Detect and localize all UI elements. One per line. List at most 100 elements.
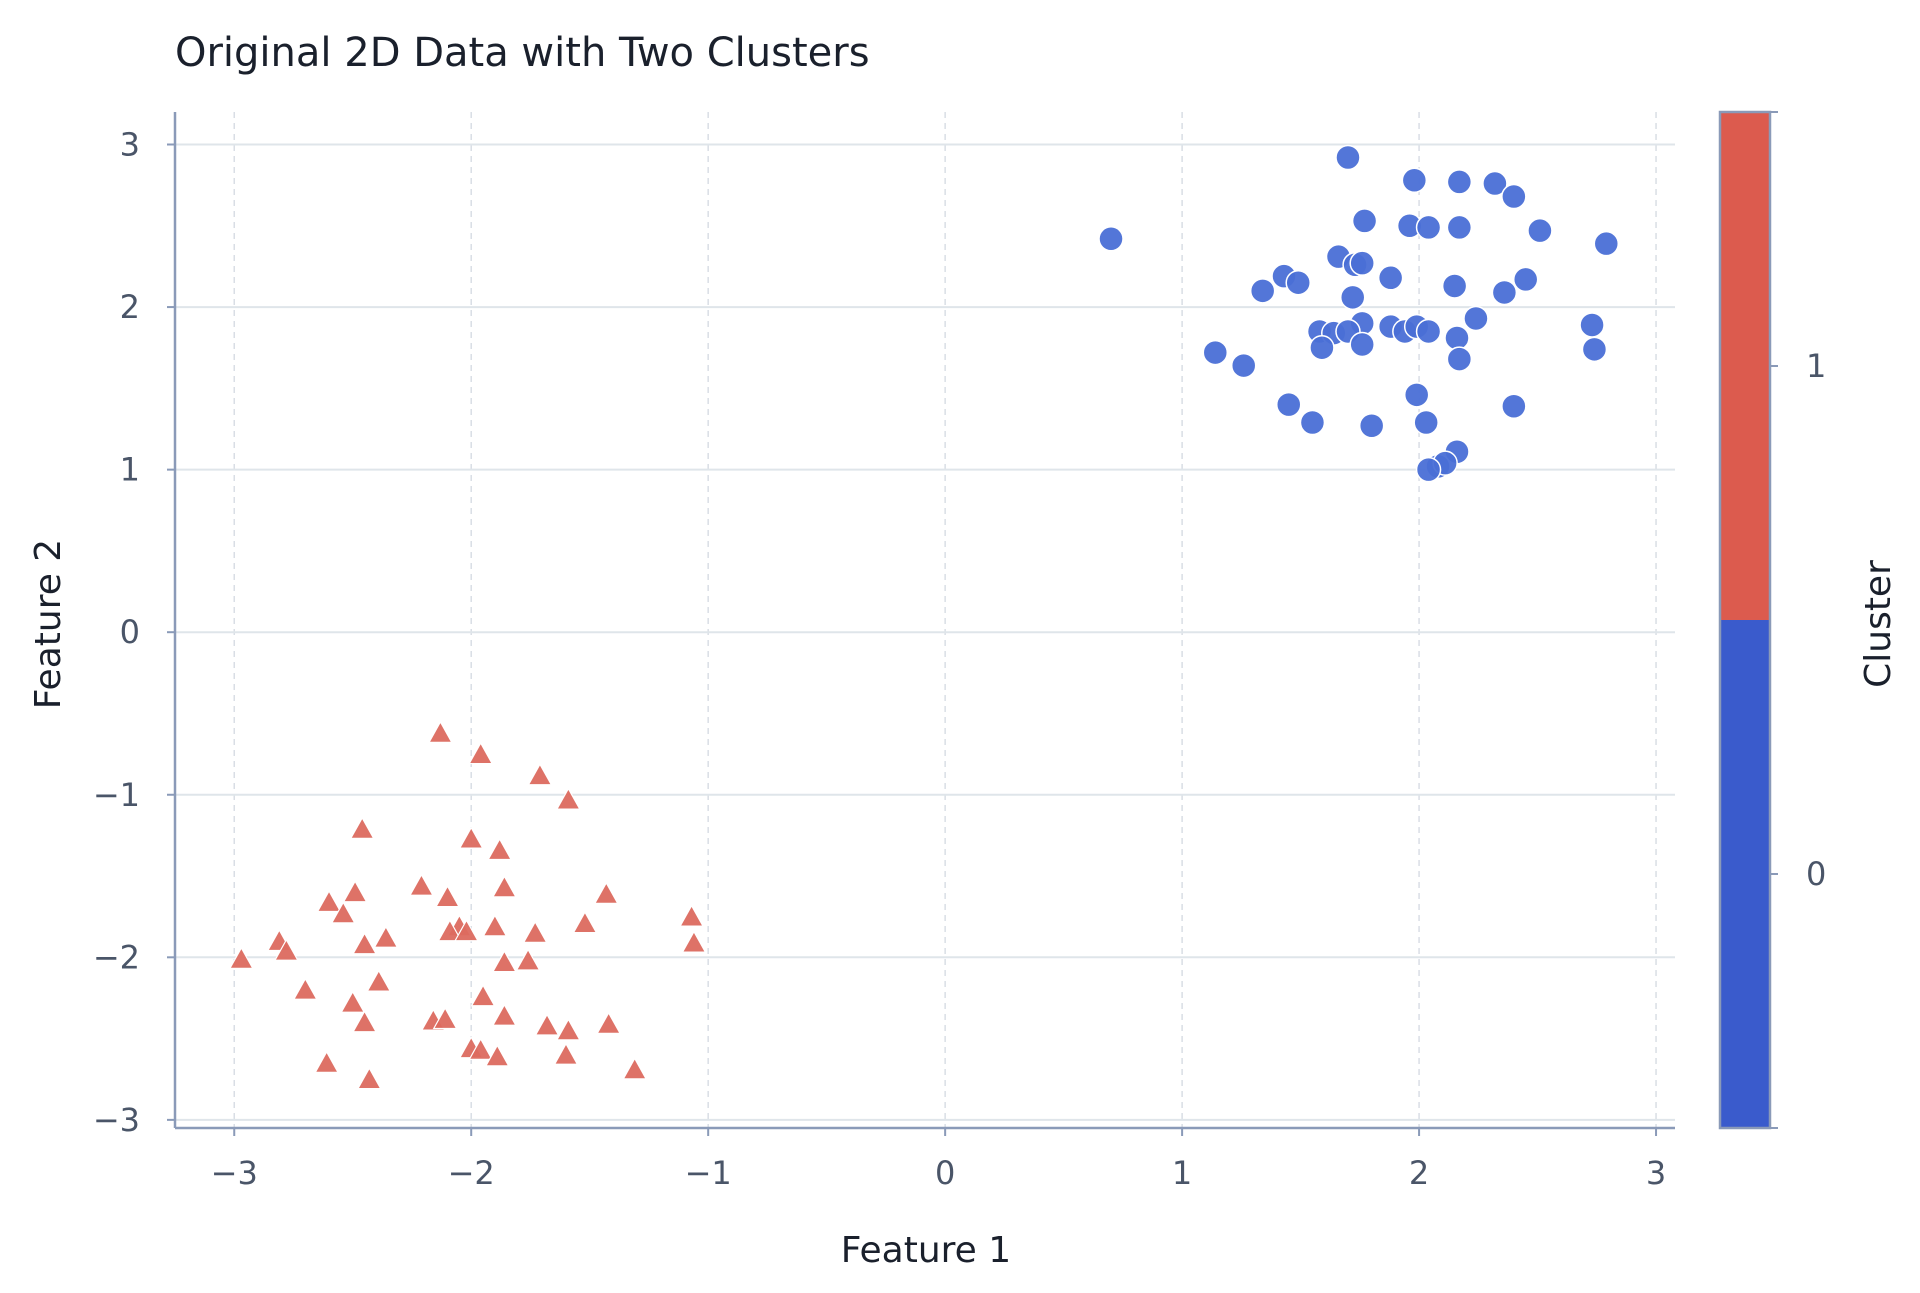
data-point-circle bbox=[1415, 318, 1442, 345]
data-point-triangle bbox=[437, 919, 463, 942]
colorbar-tick-label: 1 bbox=[1806, 347, 1826, 385]
data-point-triangle bbox=[330, 901, 356, 924]
data-point-circle bbox=[1512, 266, 1539, 293]
data-point-triangle bbox=[373, 925, 399, 948]
data-point-triangle bbox=[228, 946, 254, 969]
data-point-circle bbox=[1275, 391, 1302, 418]
data-point-triangle bbox=[553, 1042, 579, 1065]
data-point-triangle bbox=[522, 920, 548, 943]
x-tick-label: 2 bbox=[1409, 1154, 1429, 1192]
data-point-circle bbox=[1593, 230, 1620, 257]
data-point-triangle bbox=[366, 969, 392, 992]
colorbar-label: Cluster bbox=[1858, 560, 1899, 688]
data-point-triangle bbox=[593, 881, 619, 904]
grid bbox=[175, 112, 1675, 1128]
data-point-triangle bbox=[314, 1050, 340, 1074]
colorbar-segment bbox=[1720, 620, 1770, 1128]
x-tick-label: −2 bbox=[448, 1154, 495, 1192]
data-point-triangle bbox=[352, 932, 377, 955]
data-point-circle bbox=[1285, 269, 1311, 296]
y-tick-label: −3 bbox=[93, 1101, 140, 1139]
x-tick-label: 1 bbox=[1172, 1154, 1192, 1192]
data-point-triangle bbox=[527, 763, 553, 786]
data-point-triangle bbox=[491, 875, 517, 898]
colorbar-frame bbox=[1718, 110, 1772, 1130]
data-point-circle bbox=[1491, 279, 1518, 306]
data-point-circle bbox=[1349, 331, 1375, 358]
y-tick-label: −2 bbox=[93, 938, 140, 976]
colorbar-segment bbox=[1720, 112, 1770, 620]
data-point-circle bbox=[1377, 265, 1404, 291]
data-point-triangle bbox=[482, 914, 508, 937]
x-tick-label: −3 bbox=[211, 1154, 258, 1192]
data-point-triangle bbox=[342, 880, 368, 903]
data-point-triangle bbox=[409, 873, 434, 896]
data-point-triangle bbox=[432, 1006, 458, 1030]
y-tick-label: 0 bbox=[120, 613, 140, 651]
axes bbox=[173, 112, 1675, 1130]
data-point-circle bbox=[1446, 214, 1473, 241]
data-point-circle bbox=[1299, 409, 1326, 436]
data-point-circle bbox=[1403, 382, 1430, 408]
data-point-triangle bbox=[435, 884, 460, 908]
data-point-circle bbox=[1415, 456, 1442, 483]
data-point-triangle bbox=[427, 720, 453, 744]
data-point-triangle bbox=[491, 1003, 517, 1026]
data-point-circle bbox=[1415, 214, 1442, 241]
y-tick-label: −1 bbox=[93, 776, 140, 814]
x-axis-label: Feature 1 bbox=[841, 1230, 1011, 1271]
data-point-triangle bbox=[555, 787, 581, 810]
data-point-triangle bbox=[352, 1010, 377, 1033]
data-point-circle bbox=[1202, 339, 1229, 366]
data-point-triangle bbox=[572, 910, 598, 934]
data-point-circle bbox=[1579, 312, 1605, 338]
data-point-circle bbox=[1358, 412, 1385, 439]
data-point-circle bbox=[1401, 167, 1428, 194]
data-point-triangle bbox=[534, 1013, 560, 1036]
data-point-circle bbox=[1444, 325, 1470, 351]
data-point-triangle bbox=[468, 741, 494, 765]
data-point-triangle bbox=[458, 826, 484, 849]
data-point-triangle bbox=[292, 977, 318, 1000]
data-point-triangle bbox=[484, 1044, 510, 1067]
data-point-circle bbox=[1446, 169, 1473, 195]
y-axis-label: Feature 2 bbox=[28, 539, 69, 709]
data-point-triangle bbox=[555, 1018, 581, 1041]
data-point-circle bbox=[1527, 217, 1553, 244]
data-point-triangle bbox=[679, 904, 705, 927]
data-point-circle bbox=[1335, 144, 1361, 171]
data-point-triangle bbox=[622, 1057, 648, 1080]
y-axis-ticks: −3 −2 −1 0 1 2 3 bbox=[93, 126, 175, 1139]
chart-title: Original 2D Data with Two Clusters bbox=[175, 30, 870, 76]
y-tick-label: 2 bbox=[120, 288, 140, 326]
data-point-triangle bbox=[487, 837, 513, 861]
data-point-circle bbox=[1581, 336, 1608, 363]
data-point-circle bbox=[1309, 334, 1335, 361]
data-point-circle bbox=[1351, 208, 1378, 234]
data-point-triangle bbox=[596, 1011, 622, 1034]
data-point-triangle bbox=[356, 1067, 382, 1090]
data-point-triangle bbox=[468, 1037, 494, 1060]
x-tick-label: −1 bbox=[685, 1154, 732, 1192]
data-point-circle bbox=[1463, 305, 1489, 332]
data-point-triangle bbox=[454, 919, 479, 942]
data-point-circle bbox=[1349, 250, 1375, 276]
data-point-circle bbox=[1446, 346, 1473, 372]
data-point-circle bbox=[1249, 278, 1276, 304]
x-tick-label: 3 bbox=[1646, 1154, 1666, 1192]
data-point-circle bbox=[1441, 273, 1468, 299]
data-point-triangle bbox=[273, 938, 299, 961]
data-point-triangle bbox=[515, 948, 541, 971]
data-point-circle bbox=[1339, 284, 1366, 311]
data-point-circle bbox=[1098, 226, 1124, 252]
y-tick-label: 3 bbox=[120, 126, 140, 164]
data-point-circle bbox=[1413, 409, 1439, 436]
data-point-circle bbox=[1230, 352, 1257, 379]
x-tick-label: 0 bbox=[935, 1154, 955, 1192]
data-points bbox=[228, 144, 1620, 1090]
data-point-circle bbox=[1501, 183, 1527, 210]
data-point-triangle bbox=[470, 984, 496, 1007]
colorbar: 01 bbox=[1718, 110, 1826, 1130]
data-point-triangle bbox=[681, 930, 707, 953]
